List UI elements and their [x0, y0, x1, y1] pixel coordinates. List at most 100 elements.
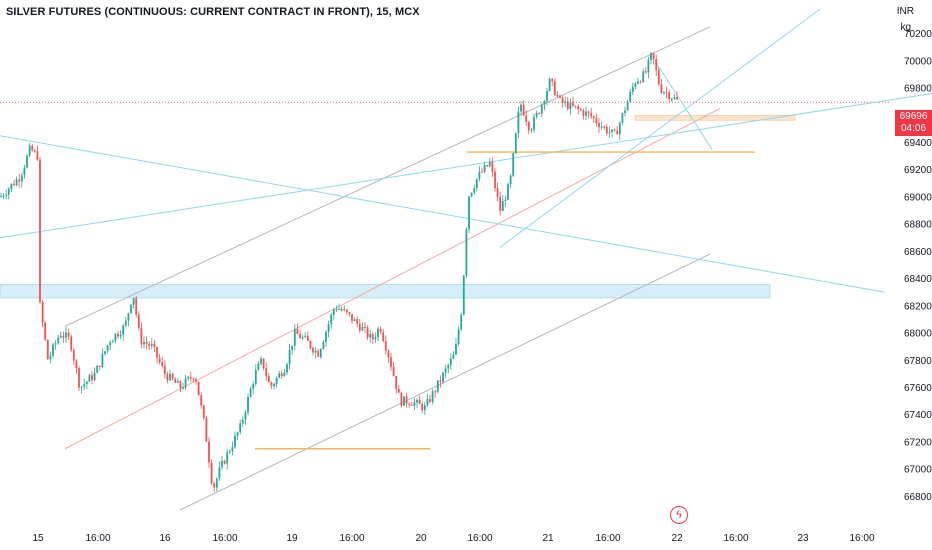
- candle-body: [626, 101, 629, 111]
- red-trend-line: [64, 108, 721, 450]
- x-tick-label: 19: [286, 533, 298, 544]
- candle-body: [431, 391, 434, 402]
- candle-body: [655, 59, 658, 71]
- candle-body: [54, 343, 57, 345]
- cyan-drop-line: [654, 60, 713, 150]
- candle-body: [312, 347, 314, 353]
- x-tick-label: 16:00: [595, 533, 620, 544]
- x-tick-label: 16:00: [849, 533, 874, 544]
- candle-body: [595, 118, 598, 124]
- candle-body: [23, 167, 26, 176]
- candle-body: [46, 339, 49, 360]
- candle-body: [491, 161, 494, 172]
- x-tick-label: 22: [671, 533, 683, 544]
- candle-body: [483, 165, 486, 172]
- candle-body: [314, 350, 317, 353]
- candle-body: [598, 123, 600, 128]
- x-tick-label: 16: [159, 533, 171, 544]
- candle-body: [291, 345, 294, 350]
- candle-body: [62, 336, 65, 338]
- candle-body: [192, 378, 195, 380]
- candle-body: [57, 337, 60, 344]
- candle-body: [109, 342, 112, 346]
- candle-body: [642, 71, 645, 82]
- y-tick-label: 68400: [904, 274, 932, 285]
- x-tick-label: 15: [32, 533, 44, 544]
- candle-body: [163, 365, 166, 375]
- candle-body: [556, 95, 559, 97]
- bar-countdown: 04:06: [900, 123, 927, 134]
- candle-body: [644, 71, 647, 73]
- candle-body: [2, 195, 5, 197]
- candle-body: [122, 325, 125, 335]
- candle-body: [475, 178, 478, 189]
- candle-body: [439, 380, 442, 382]
- candle-body: [332, 309, 335, 315]
- candle-body: [553, 81, 556, 96]
- candle-body: [405, 396, 408, 404]
- candle-body: [145, 342, 148, 345]
- x-tick-label: 16:00: [467, 533, 492, 544]
- candle-body: [241, 419, 244, 424]
- y-tick-label: 68600: [904, 247, 932, 258]
- candle-body: [135, 298, 138, 315]
- candle-body: [460, 314, 463, 330]
- candle-body: [457, 329, 460, 344]
- candle-body: [119, 334, 122, 337]
- candle-body: [618, 122, 621, 135]
- candle-body: [520, 104, 522, 112]
- y-tick-label: 68000: [904, 329, 932, 340]
- candle-body: [546, 90, 548, 102]
- candle-body: [452, 354, 455, 359]
- last-price-tag: 69696 04:06: [895, 110, 932, 136]
- candle-body: [244, 412, 247, 420]
- candle-body: [174, 379, 177, 383]
- y-tick-label: 67200: [904, 437, 932, 448]
- candle-body: [403, 396, 405, 406]
- candle-body: [574, 105, 577, 107]
- candle-body: [366, 327, 369, 338]
- candle-body: [0, 196, 2, 198]
- candle-body: [296, 329, 299, 335]
- candle-body: [182, 387, 184, 389]
- candle-body: [218, 467, 221, 479]
- x-tick-label: 16:00: [339, 533, 364, 544]
- candle-body: [114, 333, 117, 341]
- candle-body: [179, 381, 182, 389]
- candle-body: [416, 400, 418, 403]
- candle-body: [382, 332, 385, 342]
- candle-body: [161, 362, 164, 366]
- flash-icon[interactable]: ϟ: [670, 506, 688, 524]
- candle-body: [395, 375, 398, 390]
- candle-body: [278, 373, 281, 378]
- candle-body: [124, 320, 127, 326]
- candle-body: [512, 153, 515, 176]
- candle-body: [543, 101, 546, 105]
- candle-body: [98, 365, 101, 367]
- candle-body: [70, 336, 73, 351]
- candle-body: [223, 460, 226, 464]
- last-price: 69696: [899, 111, 928, 122]
- candle-body: [600, 126, 603, 128]
- candle-body: [663, 92, 665, 94]
- candle-body: [319, 349, 322, 357]
- candle-body: [127, 313, 130, 321]
- candle-body: [673, 97, 676, 99]
- candle-body: [423, 405, 426, 411]
- candle-body: [10, 183, 13, 189]
- candle-body: [215, 478, 218, 488]
- candle-body: [293, 329, 296, 346]
- candle-body: [187, 376, 190, 379]
- candle-body: [579, 109, 582, 111]
- candle-body: [283, 372, 286, 377]
- candle-body: [639, 81, 642, 83]
- candle-body: [634, 83, 637, 87]
- candle-body: [572, 102, 574, 106]
- candle-body: [652, 52, 655, 60]
- candle-body: [75, 360, 78, 369]
- candle-body: [455, 343, 457, 355]
- candle-body: [390, 357, 392, 367]
- candle-body: [473, 188, 476, 193]
- candle-body: [72, 350, 75, 361]
